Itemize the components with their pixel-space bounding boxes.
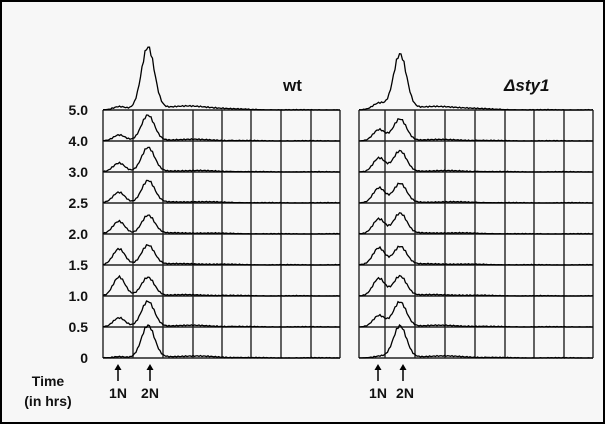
time-tick-label: 1.0 xyxy=(69,288,89,304)
time-tick-label: 5.0 xyxy=(69,102,89,118)
histogram-trace-dsty1 xyxy=(358,52,594,111)
histogram-trace-dsty1 xyxy=(358,212,594,235)
histogram-trace-wt xyxy=(102,214,340,235)
histogram-trace-dsty1 xyxy=(358,274,594,297)
histogram-trace-wt xyxy=(102,300,340,328)
panel-title-dsty1: Δsty1 xyxy=(503,76,549,95)
histogram-trace-wt xyxy=(102,179,341,204)
histogram-trace-dsty1 xyxy=(358,149,593,173)
time-axis-title: Time xyxy=(32,373,65,389)
arrowhead-2n-dsty1 xyxy=(399,364,407,370)
histogram-trace-wt xyxy=(102,46,340,111)
histogram-trace-wt xyxy=(102,244,341,266)
time-tick-label: 3.0 xyxy=(69,164,89,180)
histogram-trace-dsty1 xyxy=(359,118,593,142)
histogram-trace-dsty1 xyxy=(359,323,593,359)
histogram-trace-wt xyxy=(102,324,340,359)
marker-1n-dsty1: 1N xyxy=(369,385,387,401)
arrowhead-2n-wt xyxy=(146,364,154,370)
time-tick-label: 4.0 xyxy=(69,133,89,149)
marker-arrows xyxy=(114,364,407,381)
time-tick-label: 2.0 xyxy=(69,226,89,242)
histogram-trace-wt xyxy=(102,274,340,297)
time-tick-label: 1.5 xyxy=(69,257,89,273)
time-tick-label: 0 xyxy=(80,350,88,366)
arrowhead-1n-dsty1 xyxy=(374,364,382,370)
histogram-trace-wt xyxy=(103,114,340,142)
marker-2n-dsty1: 2N xyxy=(396,385,414,401)
time-tick-label: 0.5 xyxy=(69,319,89,335)
histogram-trace-dsty1 xyxy=(358,182,593,204)
histogram-trace-dsty1 xyxy=(358,245,594,266)
time-axis-unit: (in hrs) xyxy=(24,393,71,409)
time-tick-label: 2.5 xyxy=(69,195,89,211)
arrowhead-1n-wt xyxy=(114,364,122,370)
marker-2n-wt: 2N xyxy=(141,385,159,401)
marker-1n-wt: 1N xyxy=(109,385,127,401)
histogram-trace-wt xyxy=(102,146,340,173)
histogram-trace-dsty1 xyxy=(359,300,593,328)
panel-title-wt: wt xyxy=(282,76,302,95)
